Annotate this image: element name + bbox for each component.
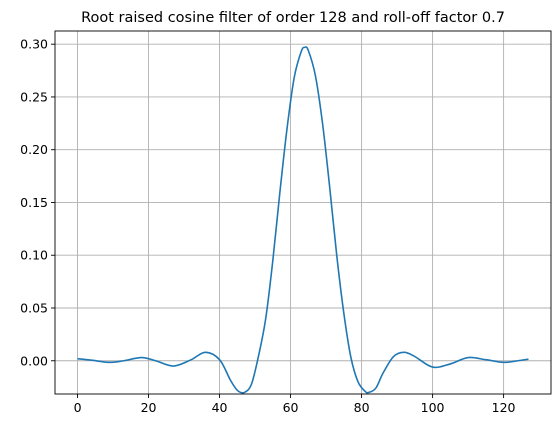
x-tick-label: 20 — [141, 400, 157, 415]
y-tick-label: 0.05 — [20, 300, 48, 315]
y-tick-label: 0.25 — [20, 89, 48, 104]
x-tick-label: 60 — [283, 400, 299, 415]
series-line — [77, 46, 529, 394]
chart-title: Root raised cosine filter of order 128 a… — [81, 10, 505, 26]
x-tick-label: 80 — [354, 400, 370, 415]
x-tick-label: 100 — [421, 400, 445, 415]
y-tick-label: 0.15 — [20, 195, 48, 210]
x-tick-label: 40 — [212, 400, 228, 415]
x-tick-label: 0 — [74, 400, 82, 415]
y-tick-label: 0.20 — [20, 142, 48, 157]
y-tick-label: 0.30 — [20, 37, 48, 52]
y-tick-label: 0.10 — [20, 248, 48, 263]
plot-frame — [54, 30, 552, 395]
y-tick-label: 0.00 — [20, 353, 48, 368]
x-tick-label: 120 — [492, 400, 516, 415]
